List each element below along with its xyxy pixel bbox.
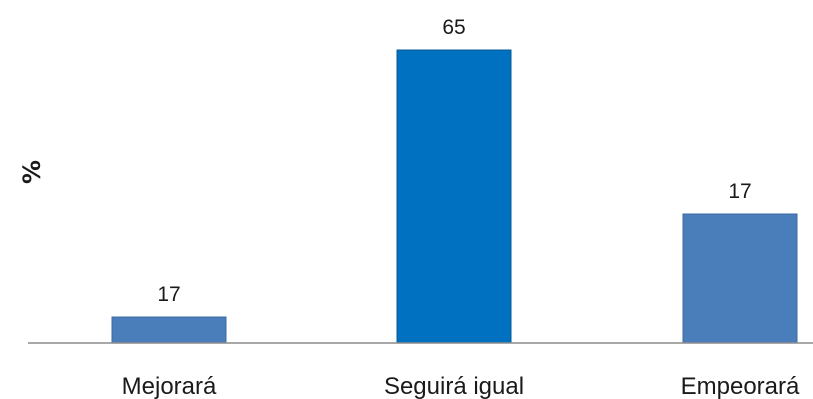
data-labels-group: 17 65 17 [157,16,751,306]
x-tick-label-2: Seguirá igual [384,373,524,399]
x-tick-label-3: Empeorará [681,373,800,399]
bars-group [111,49,798,344]
bar-2 [396,49,512,344]
data-label-3: 17 [728,180,751,203]
x-tick-label-1: Mejorará [122,373,217,399]
data-label-2: 65 [442,16,465,39]
y-axis-title: % [18,160,46,184]
bar-1 [111,316,227,344]
x-tick-labels-group: Mejorará Seguirá igual Empeorará [122,373,800,399]
data-label-1: 17 [157,283,180,306]
bar-3 [682,213,798,344]
